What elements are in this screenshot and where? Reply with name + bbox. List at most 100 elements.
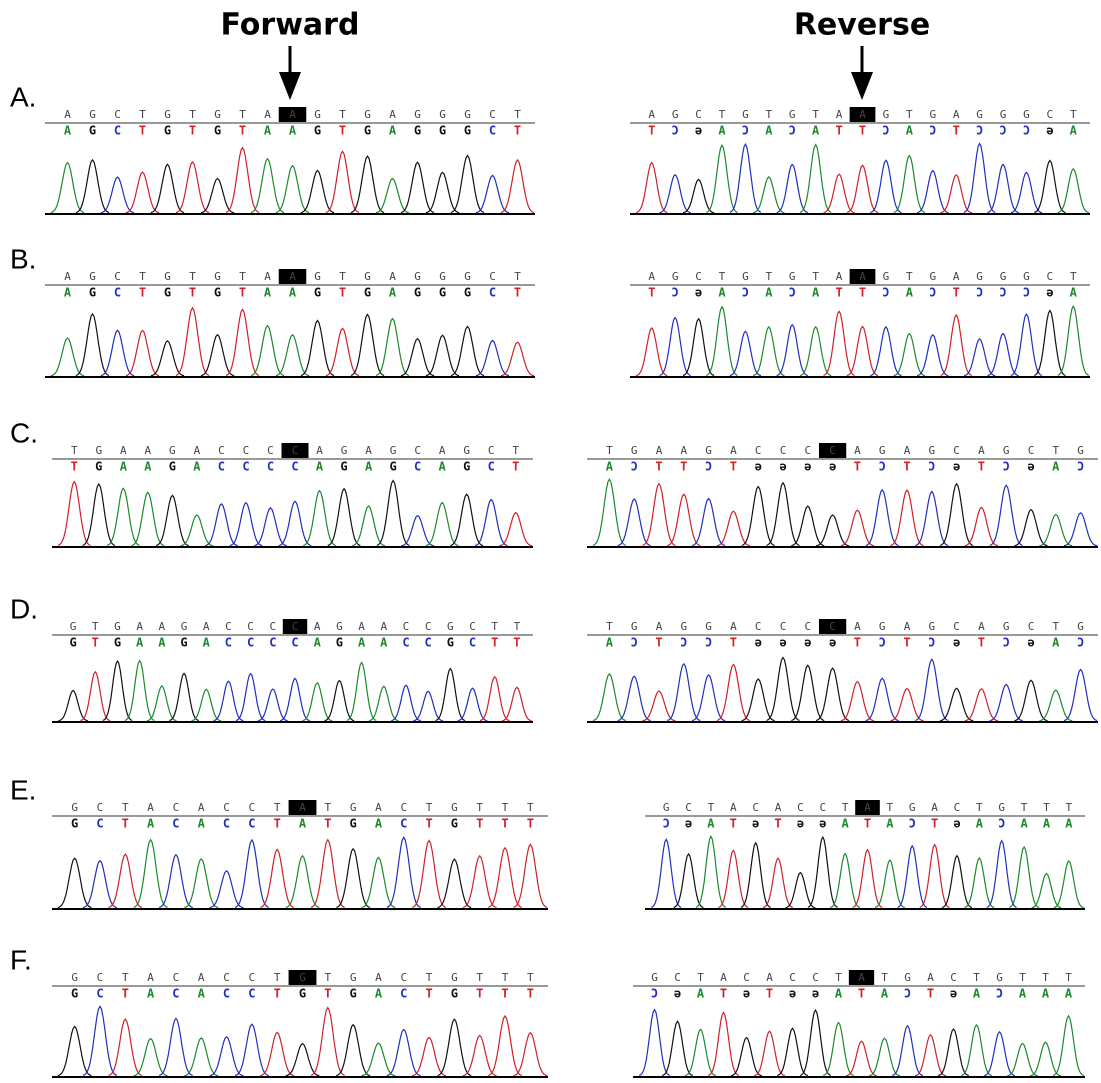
trace-peak: [81, 672, 111, 721]
base: Ɔ: [996, 987, 1003, 1001]
base: Ɔ: [680, 636, 687, 650]
called-base: C: [685, 801, 692, 814]
base: A: [147, 817, 155, 831]
base: C: [114, 286, 121, 300]
trace-peak: [101, 330, 134, 375]
trace-peak: [376, 179, 409, 213]
trace-peak: [107, 488, 140, 545]
trace-peak: [387, 837, 421, 907]
trace-peak: [685, 1029, 716, 1075]
base: G: [114, 636, 121, 650]
base: A: [1070, 124, 1078, 138]
base: T: [189, 286, 196, 300]
base: T: [324, 987, 331, 1001]
base: A: [375, 987, 383, 1001]
trace-peak: [846, 1041, 877, 1076]
base: G: [299, 987, 306, 1001]
base: Ɔ: [929, 286, 936, 300]
base: Ɔ: [879, 636, 886, 650]
trace-peak: [841, 682, 874, 721]
called-base: G: [89, 108, 96, 121]
called-base: C: [743, 971, 750, 984]
trace-peak: [476, 341, 509, 376]
base: T: [512, 460, 519, 474]
base: G: [364, 124, 371, 138]
called-base: T: [239, 108, 246, 121]
trace-peak: [51, 163, 84, 213]
called-base: G: [742, 108, 749, 121]
forward-arrow: [279, 46, 301, 100]
trace-peak: [824, 311, 855, 375]
trace-peak: [276, 166, 309, 213]
base: A: [389, 286, 397, 300]
forward-chromatogram: GCTACACCTATGACTGTTTGCTACACCTATGACTGTTT: [52, 800, 548, 909]
called-base: C: [1028, 444, 1035, 457]
called-base: T: [887, 801, 894, 814]
reverse-chromatogram: AGCTGTGTAAGTGAGGGCTTƆəAƆAƆATTƆAƆTƆƆƆəA: [630, 107, 1090, 214]
trace-peak: [987, 334, 1018, 376]
called-base: G: [976, 270, 983, 283]
called-base: T: [122, 801, 129, 814]
trace-peak: [800, 327, 831, 376]
called-base: A: [730, 801, 737, 814]
called-base: A: [858, 971, 865, 984]
called-base: A: [864, 801, 871, 814]
trace-peak: [58, 691, 88, 721]
called-base: A: [147, 801, 154, 814]
called-base: G: [451, 801, 458, 814]
called-base: C: [829, 620, 836, 633]
called-base: A: [375, 971, 382, 984]
base: ə: [797, 817, 804, 831]
called-base: A: [198, 801, 205, 814]
called-base: T: [476, 971, 483, 984]
called-base: G: [1003, 444, 1010, 457]
trace-peak: [990, 685, 1023, 721]
called-base: G: [414, 108, 421, 121]
called-base: T: [1052, 444, 1059, 457]
trace-peak: [741, 843, 771, 908]
called-base: A: [289, 270, 296, 283]
trace-peak: [201, 335, 234, 376]
trace-peak: [184, 1038, 218, 1076]
trace-peak: [401, 516, 434, 546]
base: G: [71, 987, 78, 1001]
trace-peak: [674, 854, 704, 908]
base: T: [730, 817, 737, 831]
called-base: A: [775, 801, 782, 814]
trace-peak: [938, 1029, 969, 1076]
trace-peak: [235, 1024, 269, 1075]
panel-label: C.: [10, 417, 38, 448]
reverse-chromatogram: AGCTGTGTAAGTGAGGGCTTƆəAƆAƆATTƆAƆTƆƆƆəA: [630, 269, 1090, 377]
called-base: C: [950, 971, 957, 984]
trace-peak: [230, 503, 263, 546]
base: Ɔ: [976, 124, 983, 138]
called-base: G: [341, 444, 348, 457]
trace-peak: [1032, 874, 1062, 908]
trace-peak: [1030, 1042, 1061, 1076]
trace-peak: [777, 1028, 808, 1075]
trace-peak: [1054, 861, 1084, 908]
trace-peak: [824, 174, 855, 213]
base: T: [927, 987, 934, 1001]
trace-peak: [1058, 169, 1089, 213]
base: A: [835, 987, 843, 1001]
called-base: G: [164, 108, 171, 121]
trace-peak: [475, 500, 508, 546]
called-base: G: [928, 620, 935, 633]
base: C: [414, 460, 421, 474]
trace-peak: [870, 160, 901, 212]
trace-peak: [488, 848, 522, 908]
trace-peak: [226, 310, 259, 376]
called-base: C: [267, 444, 274, 457]
called-base: C: [223, 801, 230, 814]
forward-chromatogram: GCTACACCTGTGACTGTTTGCTACACCTGTGACTGTTT: [52, 970, 548, 1077]
base: Ɔ: [882, 286, 889, 300]
called-base: C: [789, 971, 796, 984]
base: A: [193, 460, 201, 474]
base: ə: [789, 987, 796, 1001]
trace-peak: [514, 1033, 548, 1076]
forward-chromatogram: AGCTGTGTAAGTGAGGGCTAGCTGTGTAAGTGAGGGCT: [45, 269, 535, 377]
trace-peak: [301, 171, 334, 213]
base: G: [350, 987, 357, 1001]
base: A: [120, 460, 128, 474]
